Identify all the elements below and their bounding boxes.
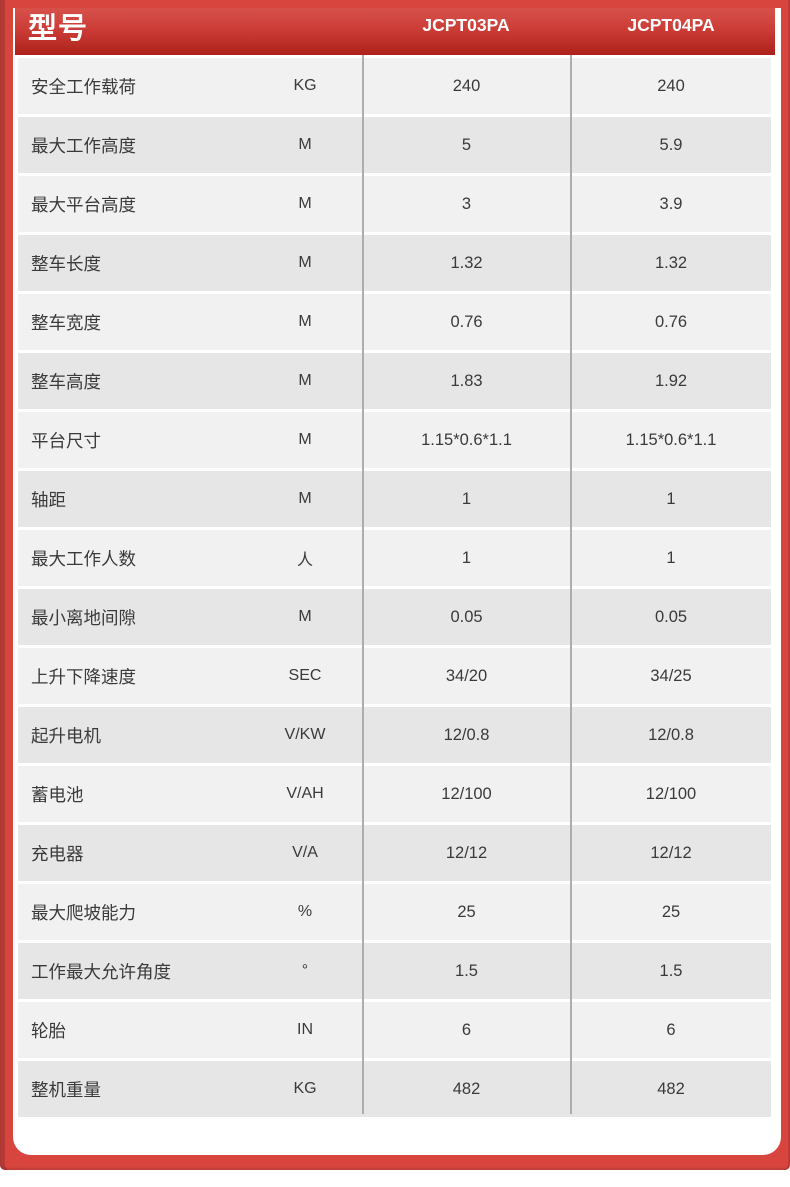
spec-value-jcpt03pa: 1.83 bbox=[450, 371, 483, 390]
spec-value-jcpt04pa: 3.9 bbox=[659, 194, 683, 213]
spec-value-jcpt03pa: 0.05 bbox=[450, 607, 483, 626]
table-row: 整车宽度 M 0.76 0.76 bbox=[18, 294, 771, 350]
spec-label: 最大爬坡能力 bbox=[31, 902, 136, 923]
spec-label: 整机重量 bbox=[31, 1079, 101, 1100]
spec-label: 最大平台高度 bbox=[31, 194, 136, 215]
spec-value-jcpt03pa: 482 bbox=[452, 1079, 481, 1098]
spec-label: 平台尺寸 bbox=[31, 430, 101, 451]
spec-value-jcpt04pa: 1 bbox=[666, 489, 676, 508]
spec-value-jcpt04pa: 1.15*0.6*1.1 bbox=[625, 430, 717, 449]
spec-label: 工作最大允许角度 bbox=[31, 961, 171, 982]
spec-label: 最大工作高度 bbox=[31, 135, 136, 156]
spec-label: 蓄电池 bbox=[31, 784, 84, 805]
table-row: 整车高度 M 1.83 1.92 bbox=[18, 353, 771, 409]
table-row: 轮胎 IN 6 6 bbox=[18, 1002, 771, 1058]
header-model-label: 型号 bbox=[28, 13, 89, 45]
table-row: 最大工作高度 M 5 5.9 bbox=[18, 117, 771, 173]
spec-value-jcpt03pa: 5 bbox=[461, 135, 472, 154]
spec-unit: V/A bbox=[292, 844, 318, 861]
spec-label: 最大工作人数 bbox=[31, 548, 136, 569]
spec-value-jcpt04pa: 12/12 bbox=[650, 843, 692, 862]
spec-label: 起升电机 bbox=[31, 725, 101, 746]
spec-value-jcpt04pa: 12/100 bbox=[645, 784, 697, 803]
spec-value-jcpt04pa: 25 bbox=[661, 902, 681, 921]
spec-value-jcpt03pa: 1 bbox=[461, 548, 472, 567]
spec-value-jcpt03pa: 240 bbox=[452, 76, 481, 95]
table-row: 蓄电池 V/AH 12/100 12/100 bbox=[18, 766, 771, 822]
table-row: 充电器 V/A 12/12 12/12 bbox=[18, 825, 771, 881]
spec-unit: M bbox=[298, 254, 312, 271]
spec-value-jcpt04pa: 1 bbox=[666, 548, 676, 567]
spec-label: 轮胎 bbox=[31, 1020, 66, 1041]
table-row: 最大工作人数 人 1 1 bbox=[18, 530, 771, 586]
spec-label: 轴距 bbox=[31, 489, 66, 510]
spec-unit: M bbox=[298, 431, 312, 448]
spec-value-jcpt03pa: 1 bbox=[461, 489, 472, 508]
spec-value-jcpt04pa: 482 bbox=[657, 1079, 685, 1098]
spec-label: 最小离地间隙 bbox=[31, 607, 136, 628]
table-row: 工作最大允许角度 ° 1.5 1.5 bbox=[18, 943, 771, 999]
spec-value-jcpt03pa: 1.5 bbox=[455, 961, 478, 980]
spec-label: 整车宽度 bbox=[31, 312, 101, 333]
spec-value-jcpt04pa: 0.76 bbox=[654, 312, 688, 331]
table-row: 轴距 M 1 1 bbox=[18, 471, 771, 527]
table-row: 上升下降速度 SEC 34/20 34/25 bbox=[18, 648, 771, 704]
spec-label: 安全工作载荷 bbox=[31, 76, 136, 97]
spec-unit: M bbox=[298, 608, 312, 625]
spec-value-jcpt03pa: 1.15*0.6*1.1 bbox=[421, 430, 512, 449]
spec-value-jcpt03pa: 1.32 bbox=[450, 253, 483, 272]
spec-card: 型号 JCPT03PA JCPT04PA 安全工作载荷 KG 240 240 最… bbox=[13, 8, 781, 1155]
spec-value-jcpt03pa: 0.76 bbox=[450, 312, 483, 331]
spec-value-jcpt04pa: 0.05 bbox=[654, 607, 688, 626]
column-divider-1 bbox=[362, 55, 364, 1114]
spec-rows: 安全工作载荷 KG 240 240 最大工作高度 M 5 5.9 最大平台高度 … bbox=[18, 55, 771, 1120]
spec-unit: KG bbox=[293, 77, 317, 94]
spec-unit: 人 bbox=[296, 552, 313, 569]
spec-unit: KG bbox=[293, 1080, 317, 1097]
spec-value-jcpt03pa: 12/0.8 bbox=[443, 725, 490, 744]
table-row: 起升电机 V/KW 12/0.8 12/0.8 bbox=[18, 707, 771, 763]
spec-value-jcpt04pa: 6 bbox=[666, 1020, 676, 1039]
spec-value-jcpt04pa: 12/0.8 bbox=[648, 725, 694, 744]
spec-value-jcpt04pa: 240 bbox=[657, 76, 685, 95]
spec-value-jcpt03pa: 34/20 bbox=[445, 666, 488, 685]
spec-unit: M bbox=[298, 490, 312, 507]
spec-label: 充电器 bbox=[31, 843, 84, 864]
table-row: 最小离地间隙 M 0.05 0.05 bbox=[18, 589, 771, 645]
table-row: 整车长度 M 1.32 1.32 bbox=[18, 235, 771, 291]
spec-unit: M bbox=[298, 313, 312, 330]
spec-label: 整车长度 bbox=[31, 253, 101, 274]
spec-value-jcpt04pa: 5.9 bbox=[659, 135, 683, 154]
spec-value-jcpt03pa: 12/100 bbox=[441, 784, 492, 803]
spec-value-jcpt03pa: 3 bbox=[461, 194, 472, 213]
spec-label: 整车高度 bbox=[31, 371, 101, 392]
spec-value-jcpt03pa: 6 bbox=[461, 1020, 472, 1039]
spec-unit: IN bbox=[297, 1021, 313, 1038]
spec-unit: V/KW bbox=[284, 726, 326, 743]
spec-unit: SEC bbox=[288, 667, 322, 684]
table-row: 安全工作载荷 KG 240 240 bbox=[18, 58, 771, 114]
spec-value-jcpt03pa: 25 bbox=[457, 902, 476, 921]
spec-unit: M bbox=[298, 195, 312, 212]
spec-value-jcpt03pa: 12/12 bbox=[445, 843, 488, 862]
spec-value-jcpt04pa: 1.32 bbox=[654, 253, 688, 272]
spec-unit: M bbox=[298, 372, 312, 389]
header-col-jcpt04pa: JCPT04PA bbox=[627, 15, 715, 35]
table-row: 最大爬坡能力 % 25 25 bbox=[18, 884, 771, 940]
spec-unit: M bbox=[298, 136, 312, 153]
table-row: 整机重量 KG 482 482 bbox=[18, 1061, 771, 1117]
header-col-jcpt03pa: JCPT03PA bbox=[422, 15, 510, 35]
table-row: 平台尺寸 M 1.15*0.6*1.1 1.15*0.6*1.1 bbox=[18, 412, 771, 468]
spec-unit: V/AH bbox=[286, 785, 324, 802]
spec-unit: % bbox=[297, 903, 313, 920]
spec-value-jcpt04pa: 1.5 bbox=[659, 961, 683, 980]
spec-value-jcpt04pa: 1.92 bbox=[654, 371, 688, 390]
spec-unit: ° bbox=[301, 962, 309, 979]
column-divider-2 bbox=[570, 55, 572, 1114]
table-header: 型号 JCPT03PA JCPT04PA bbox=[15, 8, 775, 55]
spec-value-jcpt04pa: 34/25 bbox=[650, 666, 692, 685]
table-row: 最大平台高度 M 3 3.9 bbox=[18, 176, 771, 232]
spec-label: 上升下降速度 bbox=[31, 666, 136, 687]
